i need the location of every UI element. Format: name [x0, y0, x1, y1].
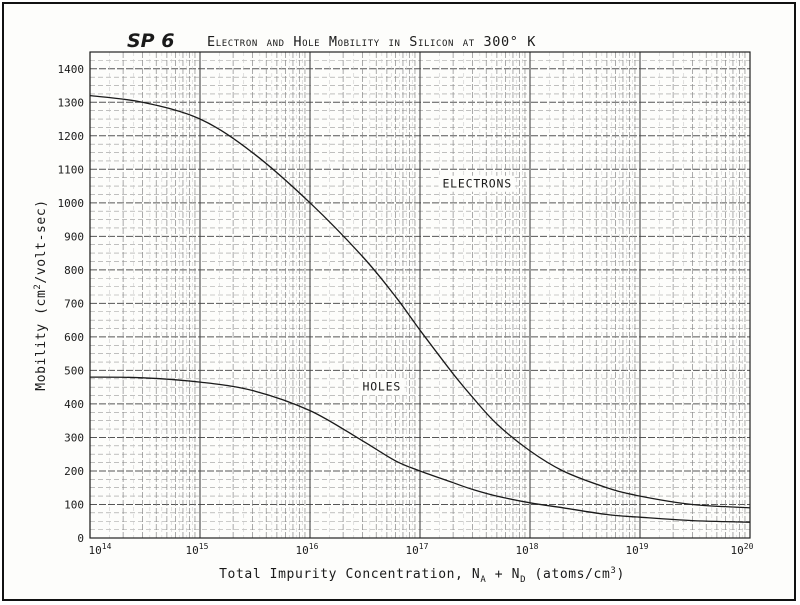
- y-tick-label: 200: [64, 465, 84, 478]
- y-axis-label: Mobility (cm2/volt-sec): [33, 199, 49, 390]
- y-tick-label: 1400: [58, 63, 85, 76]
- y-tick-label: 1200: [58, 130, 85, 143]
- series-label-holes: HOLES: [362, 380, 401, 394]
- plot-area: [89, 51, 751, 539]
- series-label-bg: [358, 378, 405, 395]
- x-tick-label: 1020: [731, 542, 754, 557]
- grid: [89, 51, 750, 539]
- y-tick-label: 400: [64, 398, 84, 411]
- y-tick-label: 0: [77, 532, 84, 545]
- x-axis-ticks: 1014 1015 1016 1017 1018 1019 1020: [89, 542, 754, 557]
- x-tick-label: 1017: [406, 542, 429, 557]
- x-tick-label: 1018: [516, 542, 539, 557]
- x-tick-label: 1015: [186, 542, 209, 557]
- series-line-holes: [89, 376, 751, 523]
- y-tick-label: 1100: [58, 163, 85, 176]
- series-line-electrons: [89, 94, 751, 509]
- y-tick-label: 700: [64, 297, 84, 310]
- chart-title: Electron and Hole Mobility in Silicon at…: [207, 34, 536, 50]
- series-label-bg: [438, 175, 515, 192]
- y-tick-label: 900: [64, 230, 84, 243]
- series: ELECTRONS HOLES: [89, 94, 751, 523]
- x-tick-label: 1016: [296, 542, 319, 557]
- x-tick-label: 1014: [89, 542, 112, 557]
- y-tick-label: 800: [64, 264, 84, 277]
- y-axis-ticks: 0 100 200 300 400 500 600 700 800 900 1000 1100 1200…: [58, 63, 85, 545]
- y-tick-label: 300: [64, 431, 84, 444]
- y-tick-label: 1300: [58, 96, 85, 109]
- series-label-electrons: ELECTRONS: [442, 177, 512, 191]
- x-tick-label: 1019: [626, 542, 649, 557]
- chart-title-number: SP 6: [127, 30, 174, 52]
- y-tick-label: 1000: [58, 197, 85, 210]
- x-axis-label: Total Impurity Concentration, NA + ND (a…: [219, 566, 625, 585]
- y-tick-label: 100: [64, 498, 84, 511]
- y-tick-label: 500: [64, 364, 84, 377]
- y-tick-label: 600: [64, 331, 84, 344]
